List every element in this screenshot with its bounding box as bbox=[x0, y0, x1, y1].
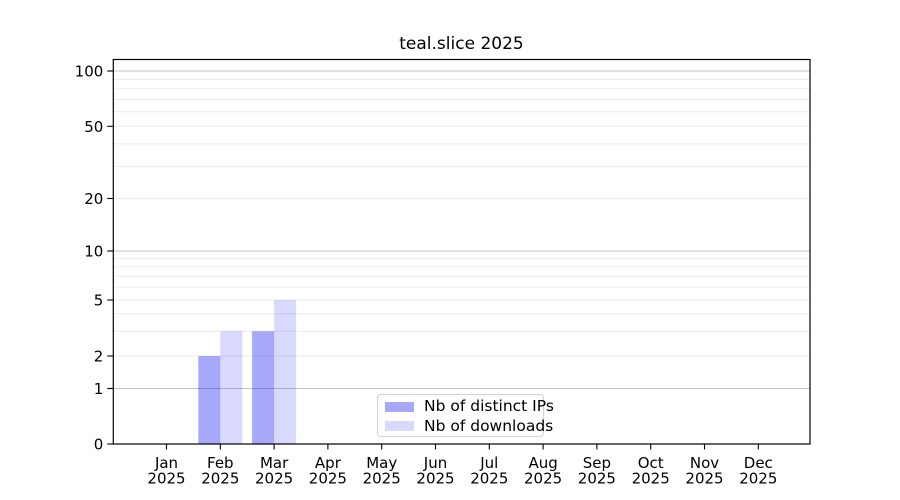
x-tick-label-year: 2025 bbox=[309, 470, 347, 488]
x-tick-label-year: 2025 bbox=[255, 470, 293, 488]
x-tick-label-year: 2025 bbox=[363, 470, 401, 488]
legend-swatch-distinct-ips bbox=[385, 401, 414, 412]
x-tick-label-month: Jun bbox=[423, 454, 447, 472]
x-tick-label-month: Aug bbox=[528, 454, 557, 472]
x-tick-label-month: Jan bbox=[154, 454, 178, 472]
legend-label-distinct-ips: Nb of distinct IPs bbox=[424, 397, 554, 416]
x-tick-label-month: Mar bbox=[260, 454, 289, 472]
x-tick-label-year: 2025 bbox=[416, 470, 454, 488]
x-tick-label-year: 2025 bbox=[524, 470, 562, 488]
legend-swatch-downloads bbox=[385, 421, 414, 432]
x-tick-label-month: Nov bbox=[690, 454, 719, 472]
legend-item-downloads: Nb of downloads bbox=[385, 417, 553, 436]
bar-distinct-ips bbox=[198, 356, 221, 444]
legend: Nb of distinct IPs Nb of downloads bbox=[377, 394, 554, 437]
x-tick-label-year: 2025 bbox=[632, 470, 670, 488]
y-tick-label: 10 bbox=[84, 243, 103, 261]
x-tick-label-year: 2025 bbox=[578, 470, 616, 488]
y-tick-label: 5 bbox=[94, 292, 104, 310]
y-tick-label: 50 bbox=[84, 118, 103, 136]
x-tick-label-year: 2025 bbox=[201, 470, 239, 488]
y-tick-label: 0 bbox=[94, 436, 104, 454]
x-tick-label-month: Sep bbox=[583, 454, 611, 472]
legend-item-distinct-ips: Nb of distinct IPs bbox=[385, 397, 554, 416]
x-tick-label-month: May bbox=[366, 454, 397, 472]
x-tick-label-year: 2025 bbox=[470, 470, 508, 488]
y-tick-label: 2 bbox=[94, 348, 104, 366]
chart-title: teal.slice 2025 bbox=[399, 34, 524, 54]
x-tick-label-month: Dec bbox=[744, 454, 773, 472]
bar-downloads bbox=[220, 331, 243, 444]
y-tick-label: 100 bbox=[75, 63, 104, 81]
x-tick-label-year: 2025 bbox=[685, 470, 723, 488]
bar-downloads bbox=[274, 300, 297, 444]
x-tick-label-year: 2025 bbox=[739, 470, 777, 488]
y-tick-label: 20 bbox=[84, 190, 103, 208]
axis-frame bbox=[112, 58, 811, 445]
x-tick-label-month: Oct bbox=[638, 454, 664, 472]
x-tick-label-year: 2025 bbox=[147, 470, 185, 488]
legend-label-downloads: Nb of downloads bbox=[424, 416, 554, 435]
x-tick-label-month: Jul bbox=[479, 454, 498, 472]
bar-distinct-ips bbox=[252, 331, 275, 444]
x-tick-label-month: Apr bbox=[315, 454, 342, 472]
x-tick-label-month: Feb bbox=[207, 454, 234, 472]
y-tick-label: 1 bbox=[94, 380, 104, 398]
